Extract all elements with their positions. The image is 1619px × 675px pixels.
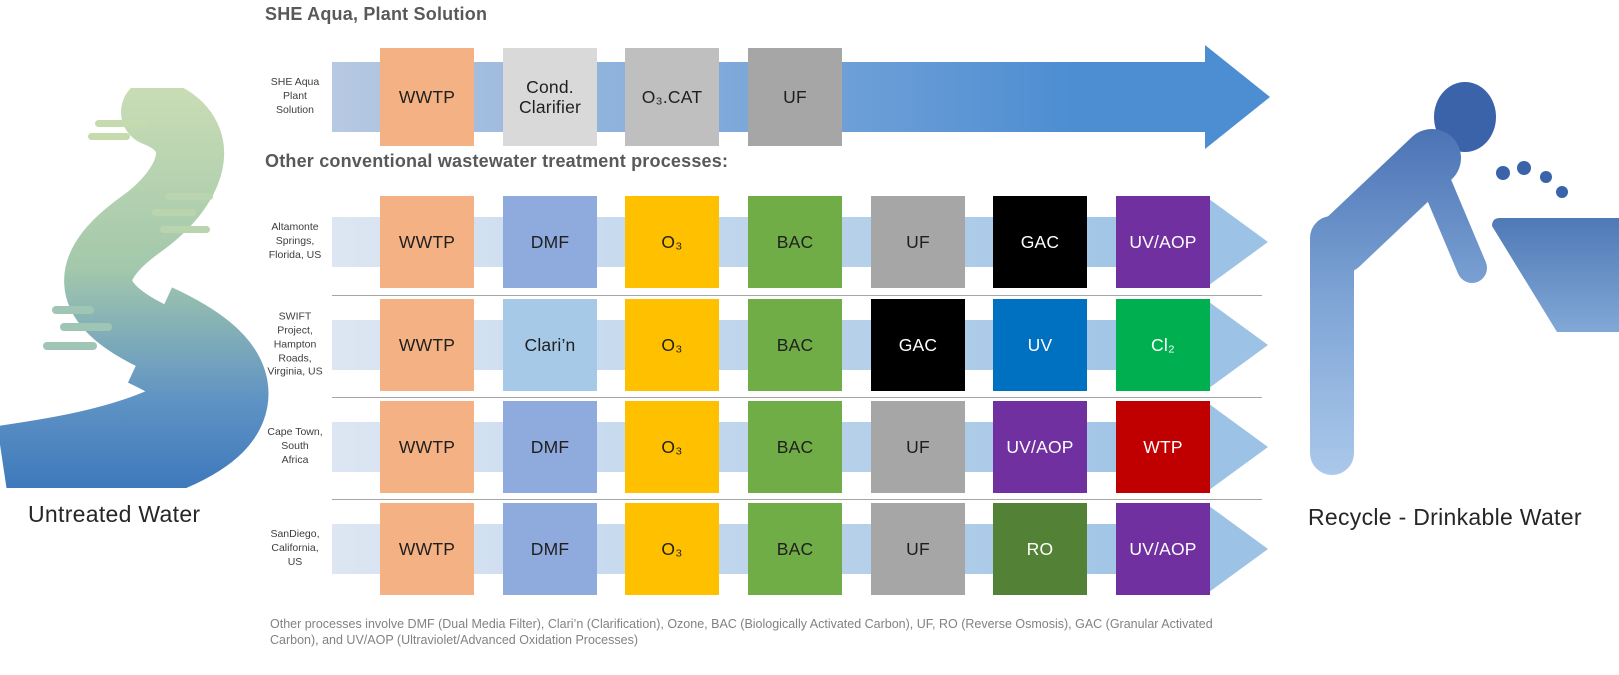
process-step-cl2: Cl₂ [1116,299,1210,391]
row-divider [332,295,1262,296]
process-step-ozone: O₃ [625,503,719,595]
process-row-san-diego: SanDiego, California, US WWTP DMF O₃ BAC… [0,503,1619,595]
arrow-head [1205,503,1268,595]
process-step-uf: UF [871,401,965,493]
process-row-swift: SWIFT Project, Hampton Roads, Virginia, … [0,299,1619,391]
person-arm [1417,158,1487,283]
row-label-swift: SWIFT Project, Hampton Roads, Virginia, … [267,310,323,378]
she-aqua-title: SHE Aqua, Plant Solution [265,4,488,24]
person-back [1311,129,1461,274]
process-step-uvaop: UV/AOP [1116,503,1210,595]
process-step-gac: GAC [871,299,965,391]
process-step-cond-clarifier: Cond. Clarifier [503,48,597,146]
untreated-water-caption: Untreated Water [28,501,201,527]
process-step-wwtp: WWTP [380,299,474,391]
process-step-ro: RO [993,503,1087,595]
process-step-wwtp: WWTP [380,48,474,146]
process-step-ozone: O₃ [625,401,719,493]
row-divider [332,499,1262,500]
other-processes-title: Other conventional wastewater treatment … [265,151,729,171]
process-step-bac: BAC [748,299,842,391]
process-step-uvaop: UV/AOP [993,401,1087,493]
process-step-ozone: O₃ [625,299,719,391]
process-step-wwtp: WWTP [380,196,474,288]
process-step-dmf: DMF [503,401,597,493]
process-step-clarin: Clari’n [503,299,597,391]
process-step-gac: GAC [993,196,1087,288]
process-step-bac: BAC [748,196,842,288]
recycle-drinkable-water-caption: Recycle - Drinkable Water [1308,504,1582,530]
she-arrow-head [1205,45,1270,149]
river-upper-bend [64,88,224,369]
process-step-ozone: O₃ [625,196,719,288]
process-step-dmf: DMF [503,503,597,595]
arrow-head [1205,401,1268,493]
row-label-altamonte: Altamonte Springs, Florida, US [268,221,322,261]
process-step-wtp: WTP [1116,401,1210,493]
arrow-head [1205,196,1268,288]
river-untreated-water-icon [0,88,269,488]
process-row-cape-town: Cape Town, South Africa WWTP DMF O₃ BAC … [0,401,1619,493]
fountain-basin [1492,218,1619,332]
process-step-uf: UF [871,503,965,595]
process-step-wwtp: WWTP [380,503,474,595]
process-step-uvaop: UV/AOP [1116,196,1210,288]
person-drinking-fountain-icon [1310,82,1619,475]
process-step-bac: BAC [748,401,842,493]
row-label-cape-town: Cape Town, South Africa [267,426,323,466]
she-aqua-process-row: SHE Aqua Plant Solution WWTP Cond. Clari… [0,45,1619,149]
row-divider [332,397,1262,398]
process-step-bac: BAC [748,503,842,595]
abbreviations-footnote: Other processes involve DMF (Dual Media … [270,617,1213,647]
water-droplets [1496,161,1568,198]
arrow-head [1205,299,1268,391]
process-step-uf: UF [748,48,842,146]
river-lower-bend [0,287,269,488]
process-row-altamonte: Altamonte Springs, Florida, US WWTP DMF … [0,196,1619,288]
process-step-dmf: DMF [503,196,597,288]
row-label-she-aqua: SHE Aqua Plant Solution [270,76,320,116]
process-step-o3cat: O₃.CAT [625,48,719,146]
row-label-san-diego: SanDiego, California, US [270,528,320,568]
process-step-uf: UF [871,196,965,288]
process-step-wwtp: WWTP [380,401,474,493]
person-head [1434,82,1496,152]
river-flow-dashes [43,120,213,350]
process-step-uv: UV [993,299,1087,391]
